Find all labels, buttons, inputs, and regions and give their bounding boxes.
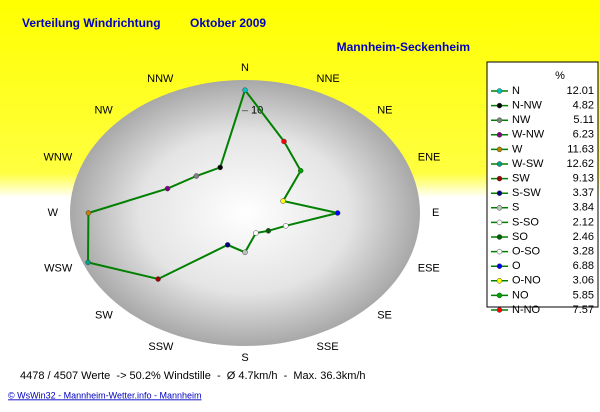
radar-point xyxy=(217,164,223,171)
legend-swatch xyxy=(496,161,503,167)
legend-label: SO xyxy=(512,231,528,243)
legend: % N 12.01 N-NW 4.82 NW 5.11 W-NW 6.23 W 11.63 W-SW… xyxy=(486,61,599,316)
legend-swatch xyxy=(496,263,503,269)
legend-swatch xyxy=(496,117,503,123)
radar-point xyxy=(242,87,248,93)
legend-label: O xyxy=(512,260,521,272)
legend-swatch xyxy=(496,205,503,211)
legend-label: N-NO xyxy=(512,304,541,316)
direction-label: WNW xyxy=(44,151,73,163)
legend-value: 3.28 xyxy=(573,246,594,258)
radar-point xyxy=(85,259,91,266)
legend-value: 6.88 xyxy=(573,260,594,272)
legend-swatch xyxy=(496,307,503,313)
direction-label: SSE xyxy=(317,341,339,353)
legend-swatch xyxy=(496,102,503,109)
legend-swatch xyxy=(496,146,503,153)
direction-label: SSW xyxy=(148,341,174,353)
radar-point xyxy=(85,210,92,216)
legend-value: 12.01 xyxy=(566,85,594,97)
legend-swatch xyxy=(496,175,503,182)
radar-point xyxy=(334,210,341,216)
direction-label: ESE xyxy=(418,262,440,274)
radar-point xyxy=(242,249,248,256)
radar-point xyxy=(155,276,161,282)
legend-label: O-NO xyxy=(512,275,541,287)
r-tick-label: 10 xyxy=(251,105,263,117)
legend-swatch xyxy=(496,234,503,240)
legend-value: 7.57 xyxy=(573,304,594,316)
radar-point xyxy=(281,138,287,145)
legend-label: S-SW xyxy=(512,187,541,199)
radar-point xyxy=(193,173,200,179)
legend-value: 12.62 xyxy=(566,158,594,170)
legend-value: 9.13 xyxy=(573,173,594,185)
legend-swatch xyxy=(496,292,503,299)
period: Oktober 2009 xyxy=(190,16,266,30)
legend-label: O-SO xyxy=(512,246,541,258)
direction-label: N xyxy=(241,62,249,74)
radar-point xyxy=(253,230,259,236)
legend-swatch xyxy=(496,88,503,94)
legend-title: % xyxy=(555,70,565,82)
legend-value: 3.06 xyxy=(573,275,594,287)
direction-label: ENE xyxy=(418,151,441,163)
legend-value: 2.46 xyxy=(573,231,594,243)
radar-point xyxy=(224,242,231,248)
direction-label: WSW xyxy=(44,262,73,274)
radar-point xyxy=(280,198,286,204)
legend-label: W-SW xyxy=(512,158,544,170)
location: Mannheim-Seckenheim xyxy=(337,40,470,54)
direction-label: SW xyxy=(95,309,113,321)
credits: © WsWin32 - Mannheim-Wetter.info - Mannh… xyxy=(8,390,202,400)
footer: 4478 / 4507 Werte -> 50.2% Windstille - … xyxy=(20,370,366,382)
direction-label: W xyxy=(48,207,59,219)
legend-label: W xyxy=(512,143,523,155)
legend-label: SW xyxy=(512,173,530,185)
legend-label: S xyxy=(512,202,519,214)
legend-label: NO xyxy=(512,289,529,301)
legend-value: 3.37 xyxy=(573,187,594,199)
direction-label: S xyxy=(241,352,248,364)
radar-point xyxy=(283,223,289,229)
legend-label: NW xyxy=(512,114,531,126)
legend-label: N-NW xyxy=(512,100,543,112)
radar-point xyxy=(265,228,272,234)
legend-swatch xyxy=(496,132,503,138)
legend-swatch xyxy=(496,219,503,226)
radar-point xyxy=(297,167,304,174)
legend-value: 5.85 xyxy=(573,289,594,301)
legend-swatch xyxy=(496,278,503,284)
legend-value: 5.11 xyxy=(573,114,594,126)
legend-label: S-SO xyxy=(512,216,539,228)
direction-label: NNE xyxy=(317,73,340,85)
direction-label: SE xyxy=(377,309,392,321)
legend-label: N xyxy=(512,85,520,97)
direction-label: NE xyxy=(377,104,392,116)
legend-value: 3.84 xyxy=(573,202,594,214)
legend-label: W-NW xyxy=(512,129,545,141)
legend-value: 4.82 xyxy=(573,100,594,112)
legend-swatch xyxy=(496,190,503,196)
direction-label: NW xyxy=(94,104,113,116)
direction-label: E xyxy=(432,207,439,219)
direction-label: NNW xyxy=(147,73,174,85)
legend-value: 11.63 xyxy=(567,143,594,155)
radar-disc xyxy=(70,80,420,346)
legend-value: 6.23 xyxy=(573,129,594,141)
legend-value: 2.12 xyxy=(573,216,594,228)
chart-title: Verteilung Windrichtung xyxy=(22,16,161,30)
radar-point xyxy=(164,185,171,192)
legend-swatch xyxy=(496,248,503,255)
